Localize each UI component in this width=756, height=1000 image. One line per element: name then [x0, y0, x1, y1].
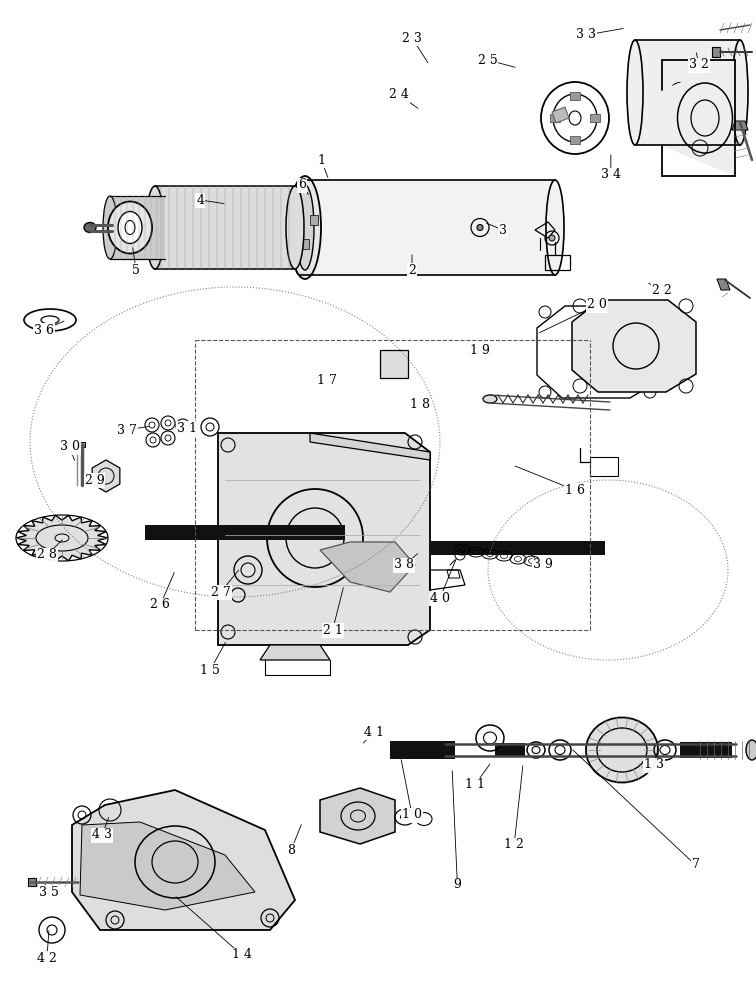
Polygon shape [320, 788, 395, 844]
Ellipse shape [732, 40, 748, 145]
Text: 2 8: 2 8 [37, 548, 57, 562]
Text: 2 7: 2 7 [211, 585, 231, 598]
Text: 1 5: 1 5 [200, 664, 220, 676]
Polygon shape [662, 60, 735, 176]
Text: 2 1: 2 1 [323, 624, 342, 637]
Polygon shape [72, 790, 295, 930]
Polygon shape [572, 300, 696, 392]
Text: 2: 2 [408, 263, 416, 276]
Text: 2 5: 2 5 [478, 53, 497, 66]
Polygon shape [110, 196, 165, 259]
Text: 6: 6 [299, 178, 306, 192]
Ellipse shape [84, 223, 96, 232]
Ellipse shape [586, 718, 658, 782]
Text: 3 2: 3 2 [689, 58, 709, 72]
Polygon shape [717, 279, 730, 290]
Circle shape [549, 235, 555, 241]
Ellipse shape [118, 212, 142, 243]
Ellipse shape [286, 186, 304, 269]
Text: 3 0: 3 0 [60, 440, 79, 454]
Text: 2 6: 2 6 [150, 598, 170, 611]
Ellipse shape [289, 176, 321, 279]
Bar [680, 742, 732, 758]
Ellipse shape [296, 185, 314, 270]
Ellipse shape [108, 202, 152, 253]
Text: 1 1: 1 1 [465, 778, 485, 792]
Ellipse shape [483, 395, 497, 403]
Polygon shape [293, 215, 300, 225]
Text: 1 6: 1 6 [565, 484, 584, 496]
Polygon shape [712, 47, 720, 57]
Text: 4 2: 4 2 [37, 952, 57, 964]
Bar [495, 743, 525, 757]
Text: 5: 5 [132, 263, 140, 276]
Polygon shape [732, 121, 748, 130]
Polygon shape [260, 645, 330, 660]
Text: 1 9: 1 9 [470, 344, 490, 357]
Text: 4 0: 4 0 [430, 591, 450, 604]
Ellipse shape [627, 40, 643, 145]
Polygon shape [16, 515, 108, 561]
Text: 1 3: 1 3 [644, 758, 664, 772]
Text: 1: 1 [318, 153, 325, 166]
Text: 3 4: 3 4 [601, 168, 621, 182]
Text: 3 8: 3 8 [395, 558, 414, 572]
Text: 2 4: 2 4 [389, 89, 409, 102]
Polygon shape [155, 186, 295, 269]
Circle shape [477, 225, 483, 231]
Text: 9: 9 [454, 879, 461, 892]
Text: 3 5: 3 5 [39, 886, 59, 898]
Polygon shape [92, 460, 120, 492]
Polygon shape [550, 114, 560, 122]
Text: 4 1: 4 1 [364, 726, 384, 738]
Bar [430, 541, 605, 555]
Text: 3: 3 [499, 224, 507, 236]
Polygon shape [552, 107, 569, 123]
Polygon shape [74, 442, 85, 447]
Ellipse shape [24, 309, 76, 331]
Bar [380, 350, 408, 378]
Polygon shape [570, 92, 580, 100]
Ellipse shape [746, 740, 756, 760]
Ellipse shape [146, 186, 164, 269]
Ellipse shape [546, 180, 564, 275]
Text: 1 4: 1 4 [232, 948, 252, 962]
Polygon shape [590, 114, 600, 122]
Text: 1 8: 1 8 [410, 398, 429, 412]
Polygon shape [320, 542, 415, 592]
Text: 3 3: 3 3 [576, 28, 596, 41]
Polygon shape [28, 878, 36, 886]
Ellipse shape [103, 196, 117, 259]
Text: 3 7: 3 7 [117, 424, 137, 436]
Text: 3 9: 3 9 [533, 558, 553, 572]
Text: 8: 8 [287, 844, 295, 856]
Polygon shape [570, 136, 580, 144]
Ellipse shape [541, 82, 609, 154]
Polygon shape [218, 433, 430, 645]
Text: 2 3: 2 3 [402, 31, 422, 44]
Text: 3 1: 3 1 [178, 422, 197, 434]
Polygon shape [80, 822, 255, 910]
Text: 4: 4 [197, 194, 204, 207]
Text: 2 0: 2 0 [587, 298, 607, 312]
Polygon shape [635, 40, 740, 145]
Polygon shape [300, 180, 555, 275]
Text: 1 0: 1 0 [402, 808, 422, 822]
Text: 4 3: 4 3 [92, 828, 112, 842]
Circle shape [676, 89, 684, 97]
Text: 7: 7 [692, 858, 699, 871]
Bar [390, 741, 455, 759]
Polygon shape [310, 215, 318, 225]
Polygon shape [310, 433, 430, 460]
Ellipse shape [291, 180, 309, 275]
Text: 1 7: 1 7 [317, 373, 336, 386]
Polygon shape [301, 238, 309, 248]
Text: 3 6: 3 6 [34, 324, 54, 336]
Text: 1 2: 1 2 [504, 838, 524, 852]
Text: 2 2: 2 2 [652, 284, 671, 296]
Bar [145, 525, 345, 540]
Text: 2 9: 2 9 [85, 474, 104, 487]
